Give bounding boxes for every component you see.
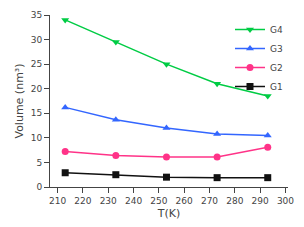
svg-text:Volume (nm³): Volume (nm³) bbox=[13, 63, 26, 138]
svg-text:240: 240 bbox=[125, 196, 142, 206]
svg-text:250: 250 bbox=[150, 196, 167, 206]
svg-text:220: 220 bbox=[74, 196, 91, 206]
svg-text:290: 290 bbox=[252, 196, 269, 206]
svg-text:G3: G3 bbox=[270, 44, 283, 54]
svg-text:G2: G2 bbox=[270, 63, 283, 73]
svg-text:280: 280 bbox=[226, 196, 243, 206]
svg-text:20: 20 bbox=[31, 84, 43, 94]
svg-text:270: 270 bbox=[201, 196, 218, 206]
svg-text:260: 260 bbox=[176, 196, 193, 206]
svg-text:G1: G1 bbox=[270, 82, 283, 92]
svg-text:15: 15 bbox=[31, 108, 42, 118]
svg-text:300: 300 bbox=[277, 196, 294, 206]
svg-text:0: 0 bbox=[36, 182, 42, 192]
svg-text:230: 230 bbox=[100, 196, 117, 206]
svg-text:35: 35 bbox=[31, 10, 42, 20]
svg-text:25: 25 bbox=[31, 59, 42, 69]
svg-text:T(K): T(K) bbox=[157, 207, 181, 220]
svg-text:10: 10 bbox=[31, 133, 43, 143]
svg-text:5: 5 bbox=[36, 158, 42, 168]
svg-text:G4: G4 bbox=[270, 25, 283, 35]
svg-text:210: 210 bbox=[49, 196, 66, 206]
svg-text:30: 30 bbox=[31, 35, 43, 45]
